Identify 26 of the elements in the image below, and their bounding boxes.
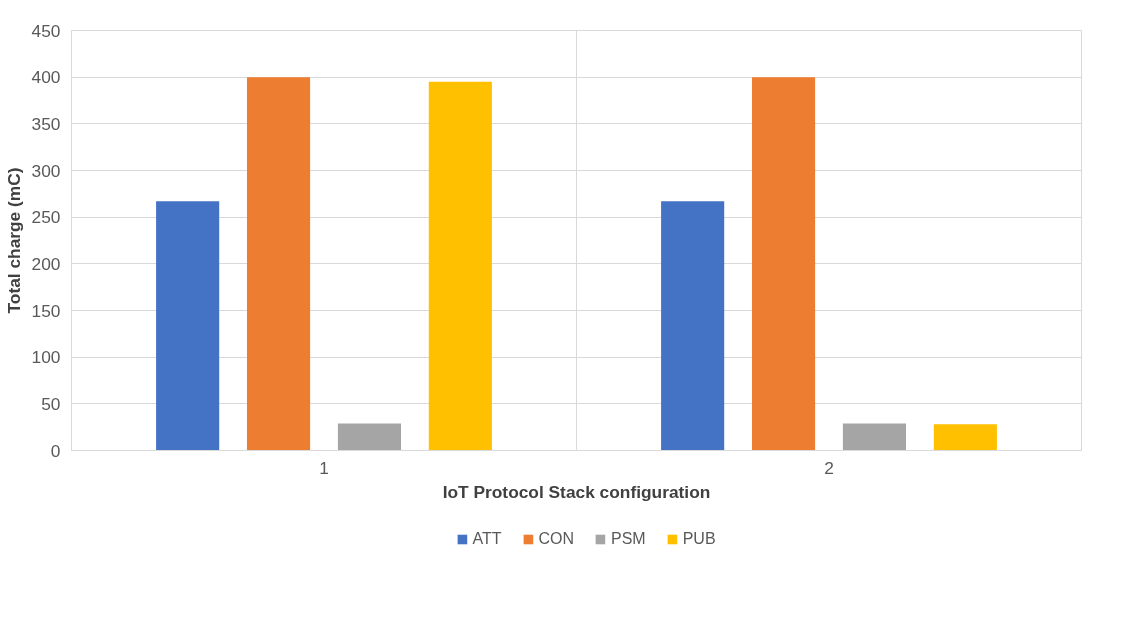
y-tick-label: 100 — [31, 347, 61, 368]
bar — [428, 81, 492, 451]
bar — [751, 77, 816, 451]
legend-label: PUB — [682, 530, 716, 548]
y-tick-label: 400 — [31, 67, 61, 88]
bar — [246, 77, 311, 451]
x-axis-title: IoT Protocol Stack configuration — [442, 481, 711, 502]
y-tick-label: 300 — [31, 160, 61, 181]
bar — [842, 423, 907, 451]
y-tick-label: 0 — [50, 440, 61, 461]
y-tick-label: 350 — [31, 113, 61, 134]
y-tick-label: 250 — [31, 207, 61, 228]
legend-label: PSM — [611, 530, 646, 548]
bar — [661, 201, 725, 451]
bar — [337, 423, 402, 451]
bar — [933, 424, 997, 451]
y-tick-label: 150 — [31, 300, 61, 321]
y-tick-label: 200 — [31, 253, 61, 274]
legend-label: CON — [538, 530, 575, 548]
bar — [156, 201, 220, 451]
x-tick-label: 2 — [824, 457, 834, 478]
legend-label: ATT — [472, 530, 502, 548]
y-tick-label: 50 — [41, 393, 61, 414]
y-axis-title: Total charge (mC) — [3, 167, 24, 314]
y-tick-label: 450 — [31, 20, 61, 41]
x-tick-label: 1 — [319, 457, 329, 478]
